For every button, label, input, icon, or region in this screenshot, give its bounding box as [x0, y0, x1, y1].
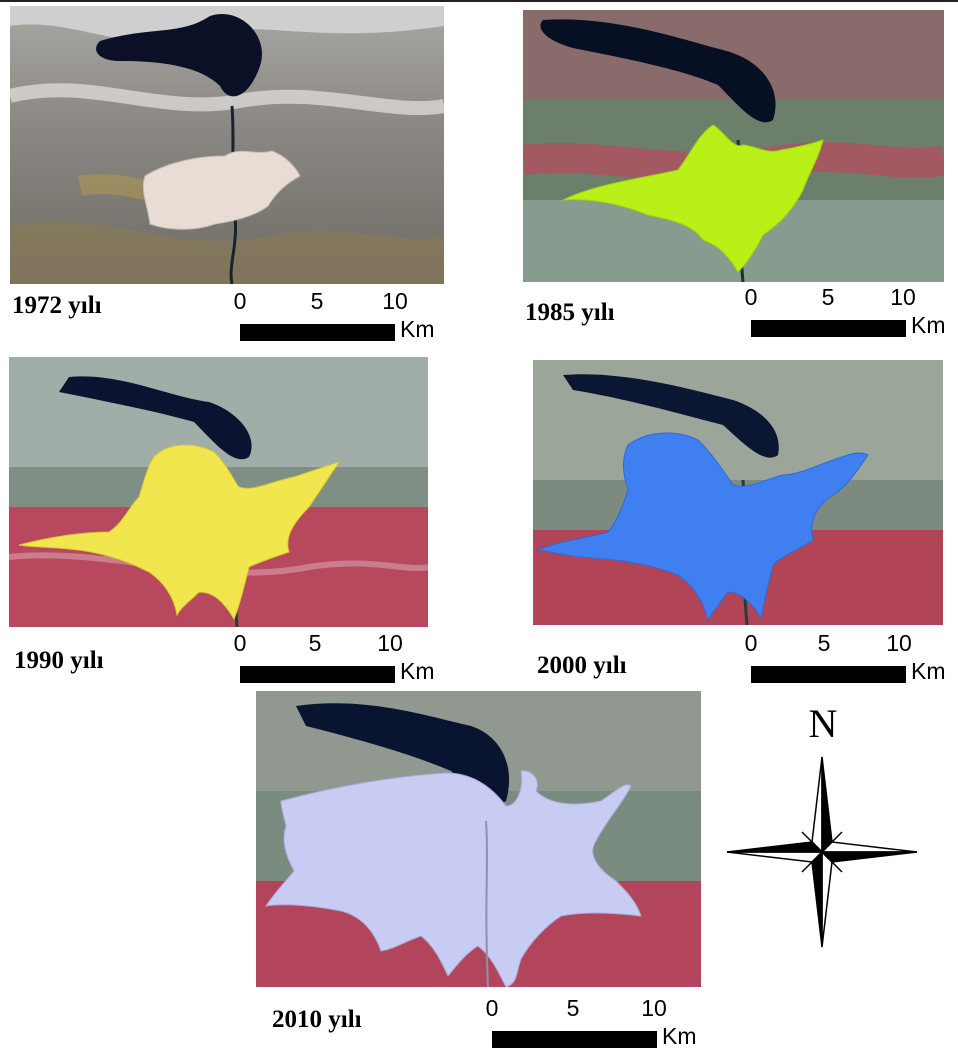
- scale-unit: Km: [662, 1023, 697, 1049]
- satellite-image-1985: [523, 10, 944, 282]
- scale-bar-graphic: [751, 666, 906, 683]
- map-panel-1985: [523, 10, 944, 282]
- north-label: N: [808, 701, 838, 746]
- scale-tick-10: 10: [641, 995, 667, 1021]
- scale-bar-1985: 0 5 10 Km: [745, 284, 958, 344]
- scale-unit: Km: [911, 658, 946, 684]
- scale-unit: Km: [400, 316, 435, 342]
- satellite-image-1972: [10, 6, 444, 284]
- year-label-1990: 1990 yılı: [14, 647, 104, 674]
- urban-area-1985: [562, 124, 824, 273]
- year-label-1972: 1972 yılı: [12, 292, 102, 319]
- scale-tick-0: 0: [233, 630, 247, 656]
- scale-tick-0: 0: [744, 630, 758, 656]
- scale-unit: Km: [400, 658, 435, 684]
- map-panel-1972: [10, 6, 444, 284]
- satellite-image-2010: [256, 691, 701, 987]
- scale-tick-5: 5: [821, 284, 835, 310]
- map-panel-2010: [256, 691, 701, 987]
- scale-tick-10: 10: [886, 630, 912, 656]
- urban-area-2000: [536, 432, 869, 622]
- scale-bar-graphic: [240, 666, 395, 683]
- top-border: [0, 0, 958, 2]
- satellite-image-2000: [533, 360, 943, 625]
- scale-tick-5: 5: [817, 630, 831, 656]
- scale-tick-10: 10: [382, 288, 408, 314]
- scale-tick-5: 5: [308, 630, 322, 656]
- scale-bar-1972: 0 5 10 Km: [234, 288, 470, 348]
- scale-bar-2000: 0 5 10 Km: [745, 630, 958, 690]
- scale-tick-10: 10: [377, 630, 403, 656]
- urban-area-2010: [264, 770, 642, 987]
- scale-tick-0: 0: [485, 995, 499, 1021]
- scale-bar-1990: 0 5 10 Km: [234, 630, 470, 690]
- scale-bar-graphic: [751, 320, 906, 337]
- year-label-1985: 1985 yılı: [525, 299, 615, 326]
- scale-tick-10: 10: [890, 284, 916, 310]
- urban-area-1972: [142, 150, 301, 230]
- year-label-2010: 2010 yılı: [272, 1006, 362, 1033]
- satellite-image-1990: [9, 357, 428, 627]
- compass-rose-icon: [726, 756, 918, 948]
- map-panel-1990: [9, 357, 428, 627]
- scale-tick-0: 0: [744, 284, 758, 310]
- urban-area-1990: [18, 444, 341, 621]
- scale-bar-graphic: [240, 324, 395, 341]
- scale-unit: Km: [911, 312, 946, 338]
- map-panel-2000: [533, 360, 943, 625]
- year-label-2000: 2000 yılı: [537, 652, 627, 679]
- scale-bar-2010: 0 5 10 Km: [486, 995, 722, 1055]
- scale-bar-graphic: [492, 1031, 657, 1048]
- scale-tick-5: 5: [566, 995, 580, 1021]
- scale-tick-5: 5: [310, 288, 324, 314]
- scale-tick-0: 0: [233, 288, 247, 314]
